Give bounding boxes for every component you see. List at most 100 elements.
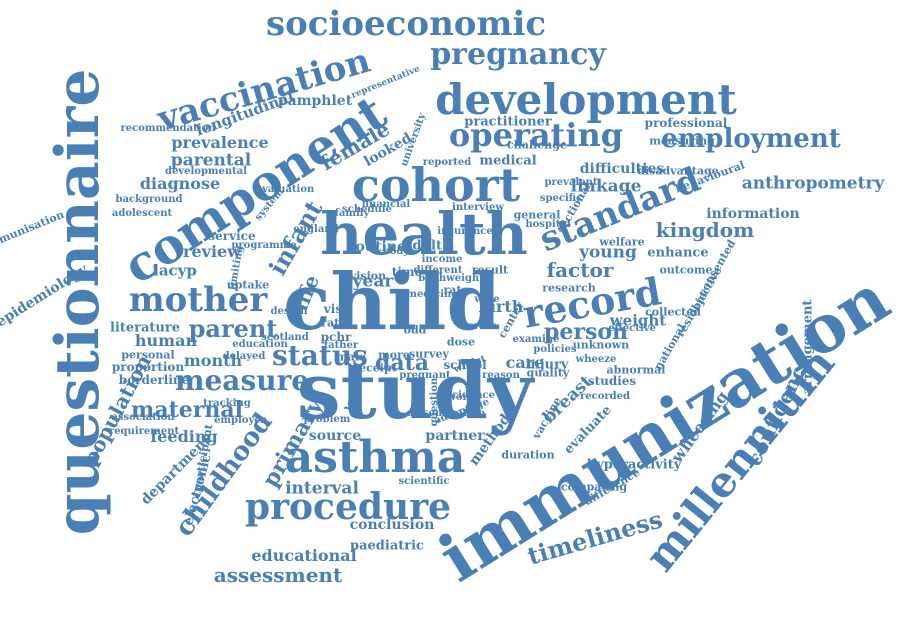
cloud-word-parent: parent [188,314,278,343]
cloud-word-dose: dose [446,335,476,349]
cloud-word-birth: birth [478,297,524,316]
cloud-word-factor: factor [546,258,614,282]
cloud-word-conclusion: conclusion [349,517,435,533]
cloud-word-human: human [134,331,198,350]
cloud-word-scientific: scientific [398,476,450,487]
cloud-word-diagnose: diagnose [139,174,221,193]
cloud-word-health: health [320,200,528,268]
cloud-word-time: time [391,265,423,279]
cloud-word-odd: odd [403,323,427,337]
cloud-word-insurance: insurance [437,226,493,237]
cloud-word-scotland: scotland [261,332,309,343]
cloud-word-different: different [413,265,463,276]
cloud-word-outcome: outcome [659,263,713,277]
cloud-word-interview: interview [452,202,504,213]
cloud-word-effective: effective [608,323,656,334]
cloud-word-background: background [115,194,183,205]
cloud-word-wheeze: wheeze [575,354,617,365]
cloud-word-recommendation: recommendation [120,123,216,134]
cloud-word-measuring: measuring [649,134,715,148]
cloud-word-visit: visit [323,302,353,316]
cloud-word-design: design [270,306,308,317]
cloud-word-unknown: unknown [572,338,630,352]
cloud-word-service: service [208,229,256,243]
cloud-word-operating: operating [448,116,624,154]
cloud-word-reported: reported [422,157,472,168]
cloud-word-reason: reason [482,370,520,381]
cloud-word-male: male [336,350,366,364]
cloud-word-hyperactivity: hyperactivity [586,457,682,473]
cloud-word-status: status [272,339,368,372]
cloud-word-dissemination: dissemination [406,408,486,419]
cloud-word-medical: medical [479,153,537,169]
cloud-word-evaluation: evaluation [255,184,315,195]
cloud-word-father: father [323,340,359,351]
cloud-word-literature: literature [109,320,181,336]
cloud-word-financial: financial [361,199,411,210]
cloud-word-cross: cross [467,321,497,332]
cloud-word-examine: examine [512,334,560,345]
cloud-word-family: family [334,208,370,219]
cloud-word-person: person [543,319,629,345]
cloud-word-collected: collected [645,305,701,319]
cloud-word-prevalent: prevalent [544,177,598,188]
cloud-word-cohort: cohort [351,158,521,212]
cloud-word-disadvantage: disadvantage [637,164,719,178]
cloud-word-research: research [542,281,596,295]
cloud-word-maternal: maternal [131,397,243,423]
cloud-word-weight: weight [609,311,667,330]
cloud-word-hospital: hospital [525,219,571,230]
cloud-word-care: care [505,353,545,372]
cloud-word-development: development [435,75,737,124]
cloud-word-medicine: medicine [406,289,458,300]
cloud-word-welfare: welfare [599,235,645,249]
cloud-word-asthma: asthma [284,432,466,483]
cloud-word-programme: programme [231,240,297,251]
cloud-word-study: study [296,346,534,437]
cloud-word-requirement: requirement [108,426,180,437]
cloud-word-mother: mother [128,280,268,320]
cloud-word-parental: parental [170,150,252,171]
cloud-word-more: more [378,348,410,362]
cloud-word-rate: rate [443,283,469,297]
cloud-word-england: england [293,224,339,235]
cloud-word-personal: personal [121,348,175,362]
cloud-word-child: child [282,257,502,348]
cloud-word-problem: problem [303,414,351,425]
cloud-word-pregnancy: pregnancy [430,37,606,72]
cloud-word-year: year [352,271,394,292]
cloud-word-incidence: incidence [440,390,496,401]
cloud-word-question: question [429,377,440,427]
cloud-word-partner: partner [425,428,485,444]
cloud-word-difficulties: difficulties [579,161,665,177]
cloud-word-pamphlet: pamphlet [277,93,353,109]
cloud-word-proportion: proportion [111,360,185,374]
cloud-word-linkage: linkage [570,176,642,197]
cloud-word-education: education [232,339,288,350]
cloud-word-recorded: recorded [579,391,631,402]
cloud-word-professional: professional [644,116,728,130]
cloud-word-schedule: schedule [342,204,392,215]
cloud-word-work: work [447,392,475,403]
cloud-word-source: source [308,428,362,444]
cloud-word-borderline: borderline [118,373,190,387]
cloud-word-lacyp: lacyp [153,261,197,280]
cloud-word-pchr: pchr [320,330,352,344]
cloud-word-wale: wale [474,294,500,305]
cloud-word-duration: duration [501,448,555,462]
cloud-word-arrangement: arrangement [800,299,816,395]
cloud-word-studies: studies [587,374,637,388]
cloud-word-specific: specific [539,193,583,204]
cloud-word-data: data [374,350,430,376]
cloud-word-result: result [471,263,509,277]
cloud-word-abnormal: abnormal [606,363,666,377]
cloud-word-body: body [382,246,410,257]
cloud-word-paediatric: paediatric [350,538,424,554]
cloud-word-general: general [513,208,561,222]
cloud-word-prevalence: prevalence [171,133,269,152]
cloud-word-anthropometry: anthropometry [741,173,885,194]
cloud-word-receipt: receipt [353,361,397,375]
cloud-word-quality: quality [526,366,570,380]
cloud-word-ratio: ratio [321,316,351,330]
